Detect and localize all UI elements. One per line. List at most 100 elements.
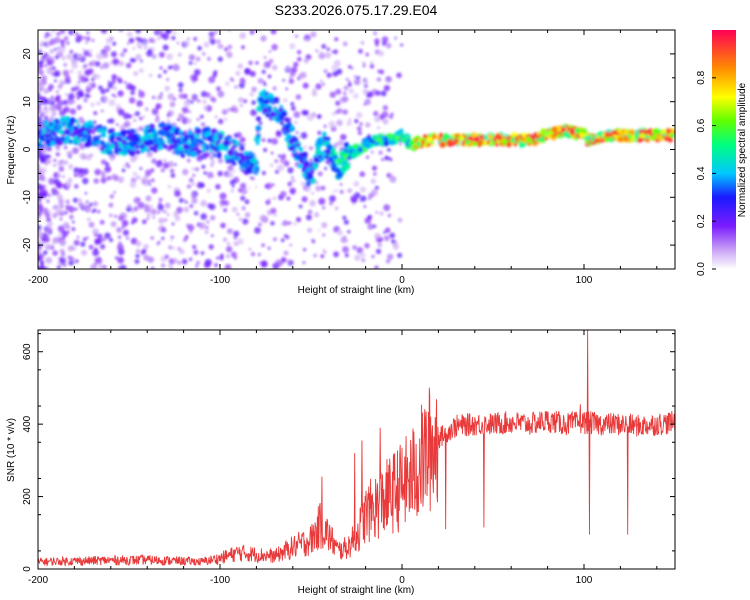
spectrogram-cell [212,73,217,78]
spectrogram-cell [133,113,136,117]
spectrogram-cell [56,203,63,210]
spectrogram-cell [295,94,302,100]
spectrogram-cell [340,236,347,244]
spectrogram-ridge-cell [209,149,213,153]
spectrogram-cell [109,194,114,199]
spectrogram-cell [116,227,122,233]
spectrogram-cell [343,85,349,91]
spectrogram-cell [167,185,172,189]
spectrogram-cell [116,103,121,109]
spectrogram-cell [107,82,114,89]
spectrogram-cell [333,144,337,148]
spectrogram-cell [61,261,66,266]
spectrogram-ridge-cell [421,141,425,145]
spectrogram-cell [116,76,122,82]
spectrogram-ridge-cell [152,146,159,153]
spectrogram-cell [68,165,73,170]
spectrogram-ridge-cell [190,150,197,158]
spectrogram-ridge-cell [510,136,515,141]
spectrogram-cell [326,47,331,51]
spectrogram-cell [210,174,214,178]
spectrogram-cell [317,114,321,118]
spectrogram-cell [88,49,93,53]
spectrogram-cell [63,106,70,113]
spectrogram-cell [154,117,160,123]
spectrogram-cell [292,179,296,183]
spectrogram-cell [186,158,191,163]
spectrogram-cell [48,83,54,90]
spectrogram-ridge-cell [143,139,149,145]
spectrogram-ridge-cell [312,164,318,170]
spectrogram-ridge-cell [268,97,275,104]
spectrogram-cell [90,263,98,269]
spectrogram-cell [189,100,194,104]
spectrogram-ridge-cell [387,133,393,139]
spectrogram-ridge-cell [482,134,488,141]
spectrogram-cell [271,43,278,51]
spectrogram-cell [160,92,163,95]
spectrogram-ridge-cell [308,180,312,184]
spectrogram-cell [131,217,138,224]
colorbar-label: Normalized spectral amplitude [737,82,748,217]
spectrogram-cell [75,259,79,264]
spectrogram-cell [342,246,349,253]
spectrogram-ridge-cell [538,132,542,136]
spectrogram-ridge-cell [135,136,141,142]
spectrogram-cell [227,44,233,50]
spectrogram-cell [217,90,225,98]
spectrogram-cell [248,247,252,251]
spectrogram-cell [107,80,111,84]
spectrogram-ridge-cell [357,147,363,153]
spectrogram-cell [382,118,389,125]
spectrogram-cell [319,79,323,83]
spectrogram-ridge-cell [224,136,229,141]
spectrogram-cell [164,254,169,260]
spectrogram-cell [241,206,246,211]
spectrogram-cell [268,58,274,64]
spectrogram-ridge-cell [292,149,296,154]
spectrogram-cell [95,74,101,80]
spectrogram-cell [382,105,389,111]
spectrogram-cell [120,212,125,217]
spectrogram-cell [293,222,297,226]
spectrogram-ridge-cell [297,163,303,169]
spectrogram-ridge-cell [245,167,251,173]
spectrogram-cell [121,168,126,173]
colorbar-tick-label: 0.2 [696,214,707,228]
spectrogram-cell [135,30,141,34]
spectrogram-cell [38,67,42,74]
spectrogram-cell [302,82,309,89]
y-tick-label: 0 [22,566,33,572]
spectrogram-cell [202,52,206,56]
spectrogram-cell [167,93,175,101]
spectrogram-cell [75,184,78,187]
spectrogram-cell [58,198,64,205]
spectrogram-cell [384,156,389,161]
spectrogram-ridge-cell [494,142,499,147]
x-tick-label: -100 [210,575,230,586]
spectrogram-cell [280,238,285,242]
spectrogram-ridge-cell [493,138,497,143]
spectrogram-cell [150,266,155,269]
spectrogram-cell [188,110,192,114]
colorbar-ticks: 0.0 0.2 0.4 0.6 0.8 [696,70,716,276]
spectrogram-cell [347,188,353,194]
spectrogram-cell [117,90,124,97]
spectrogram-ridge-cell [175,150,180,155]
spectrogram-cell [69,214,74,220]
spectrogram-cell [91,210,94,213]
spectrogram-cell [321,222,328,229]
spectrogram-cell [317,171,323,177]
spectrogram-cell [39,79,42,82]
spectrogram-cell [38,95,43,101]
spectrogram-cell [110,221,117,228]
spectrogram-cell [257,253,261,256]
spectrogram-ridge-cell [87,120,93,126]
spectrogram-cell [191,182,195,186]
spectrogram-cell [172,246,176,250]
spectrogram-cell [96,101,101,106]
spectrogram-ridge-cell [240,146,245,151]
spectrogram-cell [379,211,384,216]
spectrogram-cell [82,237,87,242]
spectrogram-cell [369,64,375,69]
